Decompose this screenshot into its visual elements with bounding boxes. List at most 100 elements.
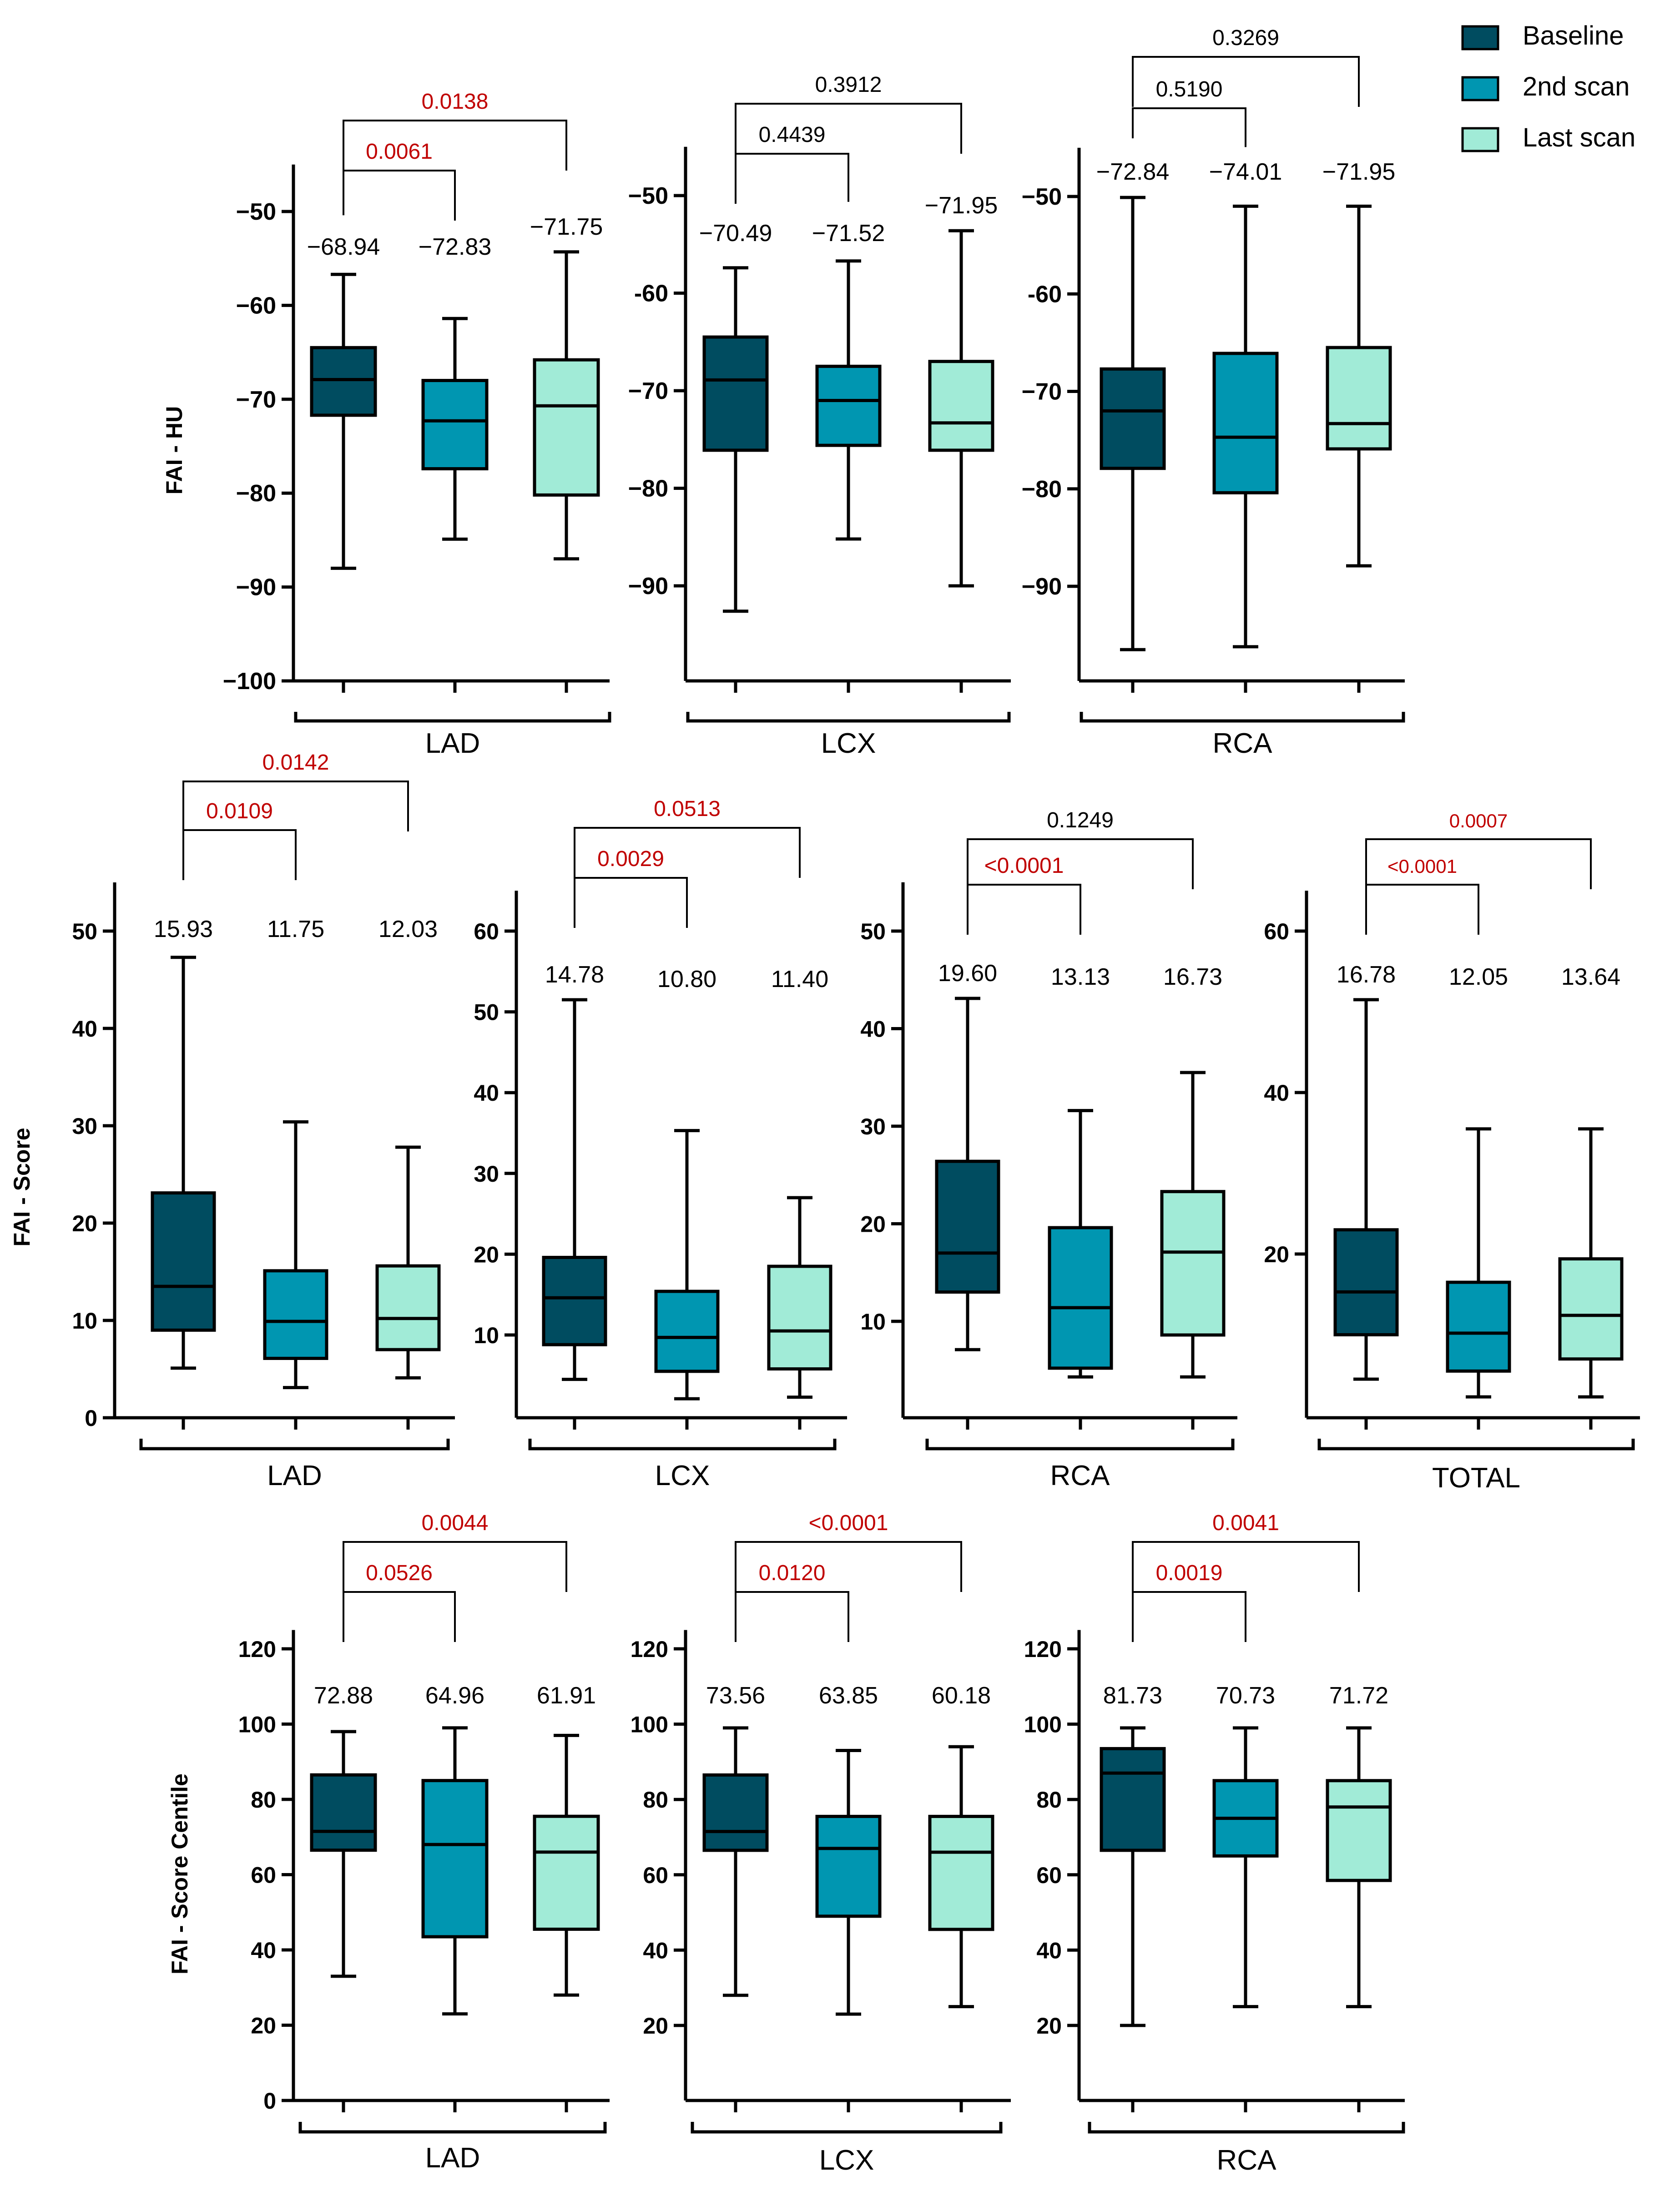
mean-label-fai-score-centile-lcx-last-scan: 60.18 xyxy=(932,1682,991,1709)
y-tick-label-fai-score-centile-lad-5: 100 xyxy=(238,1712,276,1738)
comparison-bracket-fai-score-lcx-1 xyxy=(574,827,801,878)
legend-label-baseline: Baseline xyxy=(1523,21,1624,50)
y-tick-label-fai-score-centile-rca-4: 100 xyxy=(1024,1712,1062,1738)
mean-label-fai-hu-lcx-last-scan: −71.95 xyxy=(925,192,998,219)
chart-panels: −50 −60 −70 −80 −90 −100 LAD −68.94 −72.83 −71.75… xyxy=(72,26,1640,2176)
box-fai-hu-rca-2nd-scan xyxy=(1212,352,1279,494)
box-fai-score-centile-lad-last-scan xyxy=(533,1814,600,1931)
legend-label-last-scan: Last scan xyxy=(1523,123,1635,152)
y-tick-label-fai-score-rca-4: 50 xyxy=(860,919,886,944)
mean-label-fai-score-centile-lad-last-scan: 61.91 xyxy=(537,1682,596,1709)
group-label-fai-hu-lcx: LCX xyxy=(821,728,876,759)
panel-fai-score-total: 20 40 60 TOTAL 16.78 12.05 13.64 <0.0001 0.0007 xyxy=(1264,810,1640,1494)
mean-label-fai-hu-lad-last-scan: −71.75 xyxy=(530,214,603,240)
comparison-bracket-fai-score-centile-rca-0 xyxy=(1132,1591,1246,1642)
group-label-fai-score-centile-rca: RCA xyxy=(1217,2145,1277,2176)
box-fai-score-total-2nd-scan xyxy=(1446,1280,1511,1373)
mean-label-fai-score-rca-baseline: 19.60 xyxy=(938,960,997,987)
p-value-fai-score-lcx-0: 0.0029 xyxy=(597,847,664,871)
group-label-fai-score-total: TOTAL xyxy=(1432,1462,1520,1494)
y-tick-label-fai-score-centile-rca-0: 20 xyxy=(1036,2013,1062,2039)
comparison-bracket-fai-score-centile-lcx-0 xyxy=(735,1591,849,1642)
p-value-fai-score-rca-1: 0.1249 xyxy=(1047,808,1114,832)
y-axis-title-fai-hu: FAI - HU xyxy=(161,406,187,494)
y-tick-label-fai-hu-lcx-0: −50 xyxy=(628,183,668,209)
p-value-fai-score-centile-rca-1: 0.0041 xyxy=(1212,1511,1279,1535)
group-bracket-fai-score-centile-lcx xyxy=(691,2122,1003,2134)
p-value-fai-score-rca-0: <0.0001 xyxy=(984,854,1064,878)
box-fai-score-lad-baseline xyxy=(151,1191,216,1332)
legend-swatch-last-scan xyxy=(1461,127,1499,152)
y-tick-label-fai-hu-lad-1: −60 xyxy=(236,292,276,319)
y-tick-label-fai-score-centile-rca-3: 80 xyxy=(1036,1787,1062,1813)
y-tick-label-fai-score-centile-lad-6: 120 xyxy=(238,1637,276,1662)
p-value-fai-score-centile-lad-1: 0.0044 xyxy=(422,1511,489,1535)
panel-fai-score-lcx: 10 20 30 40 50 60 LCX 14.78 10.80 11.40 0.0029 0.05… xyxy=(474,797,847,1491)
box-fai-hu-lad-2nd-scan xyxy=(421,379,489,471)
box-fai-score-centile-rca-last-scan xyxy=(1326,1779,1392,1882)
mean-label-fai-score-centile-lad-baseline: 72.88 xyxy=(314,1682,373,1709)
mean-label-fai-hu-rca-baseline: −72.84 xyxy=(1096,159,1170,185)
y-tick-label-fai-score-lcx-0: 10 xyxy=(474,1323,499,1348)
y-axis-title-fai-score: FAI - Score xyxy=(9,1128,35,1246)
y-tick-label-fai-score-centile-lcx-0: 20 xyxy=(643,2013,668,2039)
mean-label-fai-score-lcx-baseline: 14.78 xyxy=(545,962,604,988)
legend: Baseline 2nd scan Last scan xyxy=(1461,21,1635,152)
p-value-fai-hu-lad-1: 0.0138 xyxy=(422,90,489,114)
group-label-fai-hu-rca: RCA xyxy=(1213,728,1273,759)
box-fai-score-lcx-2nd-scan xyxy=(654,1289,720,1373)
y-tick-label-fai-hu-lcx-4: −90 xyxy=(628,573,668,599)
group-bracket-fai-score-lcx xyxy=(528,1439,837,1451)
y-tick-label-fai-score-centile-rca-5: 120 xyxy=(1024,1637,1062,1662)
mean-label-fai-hu-lcx-2nd-scan: −71.52 xyxy=(812,220,885,247)
group-bracket-fai-hu-rca xyxy=(1080,712,1405,723)
box-fai-score-centile-lad-2nd-scan xyxy=(421,1779,489,1939)
group-bracket-fai-score-lad xyxy=(139,1439,450,1451)
comparison-bracket-fai-hu-rca-1 xyxy=(1132,56,1360,107)
box-fai-score-centile-lad-baseline xyxy=(310,1773,377,1852)
y-tick-label-fai-score-centile-lcx-1: 40 xyxy=(643,1938,668,1963)
y-tick-label-fai-score-lcx-2: 30 xyxy=(474,1161,499,1187)
box-fai-hu-lad-last-scan xyxy=(533,358,600,497)
y-tick-label-fai-score-total-1: 40 xyxy=(1264,1080,1289,1106)
p-value-fai-hu-lcx-1: 0.3912 xyxy=(815,73,882,97)
group-label-fai-score-lcx: LCX xyxy=(655,1460,710,1491)
comparison-bracket-fai-hu-lad-0 xyxy=(343,170,456,221)
y-tick-label-fai-hu-lcx-2: −70 xyxy=(628,378,668,404)
p-value-fai-score-lcx-1: 0.0513 xyxy=(654,797,721,821)
panel-fai-score-lad: 0 10 20 30 40 50 LAD 15.93 11.75 12.03 0.0109 0.014… xyxy=(72,750,455,1491)
group-bracket-fai-hu-lcx xyxy=(686,712,1011,723)
y-tick-label-fai-hu-rca-1: -60 xyxy=(1028,281,1062,307)
mean-label-fai-score-lad-baseline: 15.93 xyxy=(154,916,213,942)
group-label-fai-hu-lad: LAD xyxy=(425,728,480,759)
y-tick-label-fai-score-centile-lcx-4: 100 xyxy=(631,1712,668,1738)
p-value-fai-score-centile-lcx-0: 0.0120 xyxy=(759,1561,826,1585)
p-value-fai-score-centile-rca-0: 0.0019 xyxy=(1156,1561,1223,1585)
p-value-fai-score-total-0: <0.0001 xyxy=(1387,856,1457,877)
comparison-bracket-fai-score-total-0 xyxy=(1365,884,1479,935)
comparison-bracket-fai-score-total-1 xyxy=(1365,838,1592,889)
y-tick-label-fai-score-centile-lad-3: 60 xyxy=(251,1863,276,1888)
y-tick-label-fai-score-lad-5: 50 xyxy=(72,919,97,944)
group-label-fai-score-centile-lad: LAD xyxy=(425,2142,480,2174)
y-tick-label-fai-score-centile-lad-4: 80 xyxy=(251,1787,276,1813)
comparison-bracket-fai-hu-lcx-0 xyxy=(735,153,849,204)
y-tick-label-fai-score-rca-2: 30 xyxy=(860,1114,886,1139)
p-value-fai-score-centile-lad-0: 0.0526 xyxy=(366,1561,433,1585)
legend-swatch-baseline xyxy=(1461,25,1499,50)
panel-fai-hu-lad: −50 −60 −70 −80 −90 −100 LAD −68.94 −72.83 −71.75… xyxy=(223,90,611,759)
comparison-bracket-fai-score-centile-lad-1 xyxy=(343,1541,567,1592)
y-tick-label-fai-score-rca-0: 10 xyxy=(860,1309,886,1335)
panel-fai-hu-rca: −50 -60 −70 −80 −90 RCA −72.84 −74.01 −71.95 0.51… xyxy=(1022,26,1405,759)
box-fai-score-rca-last-scan xyxy=(1160,1190,1226,1337)
y-tick-label-fai-score-rca-1: 20 xyxy=(860,1212,886,1237)
p-value-fai-hu-rca-0: 0.5190 xyxy=(1156,77,1223,101)
y-tick-label-fai-score-total-2: 60 xyxy=(1264,919,1289,944)
box-fai-hu-lcx-2nd-scan xyxy=(815,364,882,447)
y-tick-label-fai-hu-lad-5: −100 xyxy=(223,668,276,695)
y-tick-label-fai-score-total-0: 20 xyxy=(1264,1242,1289,1267)
mean-label-fai-hu-lad-2nd-scan: −72.83 xyxy=(419,234,492,260)
mean-label-fai-score-rca-2nd-scan: 13.13 xyxy=(1051,964,1110,990)
panel-fai-score-rca: 10 20 30 40 50 RCA 19.60 13.13 16.73 <0.0001 0.124… xyxy=(860,808,1237,1491)
y-tick-label-fai-hu-lad-0: −50 xyxy=(236,199,276,225)
